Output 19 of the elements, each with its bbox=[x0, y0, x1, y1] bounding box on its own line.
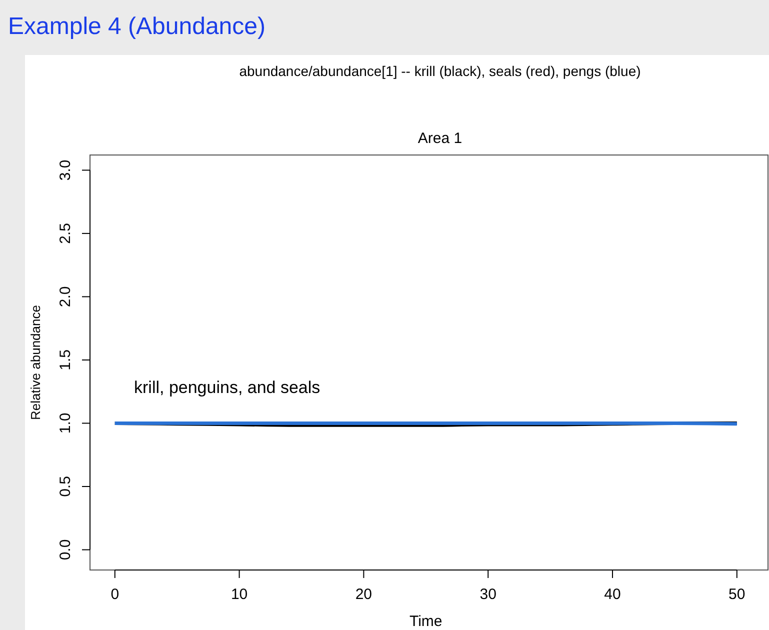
x-tick-label: 10 bbox=[230, 586, 248, 603]
y-tick-label: 1.0 bbox=[57, 412, 74, 434]
x-tick-label: 20 bbox=[355, 586, 372, 603]
x-tick-label: 30 bbox=[480, 586, 496, 603]
x-tick-label: 0 bbox=[110, 586, 120, 603]
y-tick-label: 3.0 bbox=[57, 160, 74, 181]
annotation: krill, penguins, and seals bbox=[134, 378, 320, 397]
chart-subtitle: abundance/abundance[1] -- krill (black), seals (red), pengs (blue) bbox=[239, 63, 641, 79]
y-tick-label: 2.0 bbox=[57, 286, 74, 308]
x-tick-label: 40 bbox=[604, 586, 621, 603]
chart-title: Example 4 (Abundance) bbox=[8, 13, 266, 40]
y-tick-label: 1.5 bbox=[57, 350, 74, 370]
y-axis-title: Relative abundance bbox=[28, 305, 43, 420]
y-tick-label: 0.0 bbox=[57, 539, 74, 560]
y-tick-label: 2.5 bbox=[57, 223, 74, 244]
x-axis-title: Time bbox=[410, 613, 442, 630]
x-tick-label: 50 bbox=[728, 586, 746, 603]
y-tick-label: 0.5 bbox=[57, 476, 74, 497]
text: Area 1 bbox=[418, 130, 462, 147]
